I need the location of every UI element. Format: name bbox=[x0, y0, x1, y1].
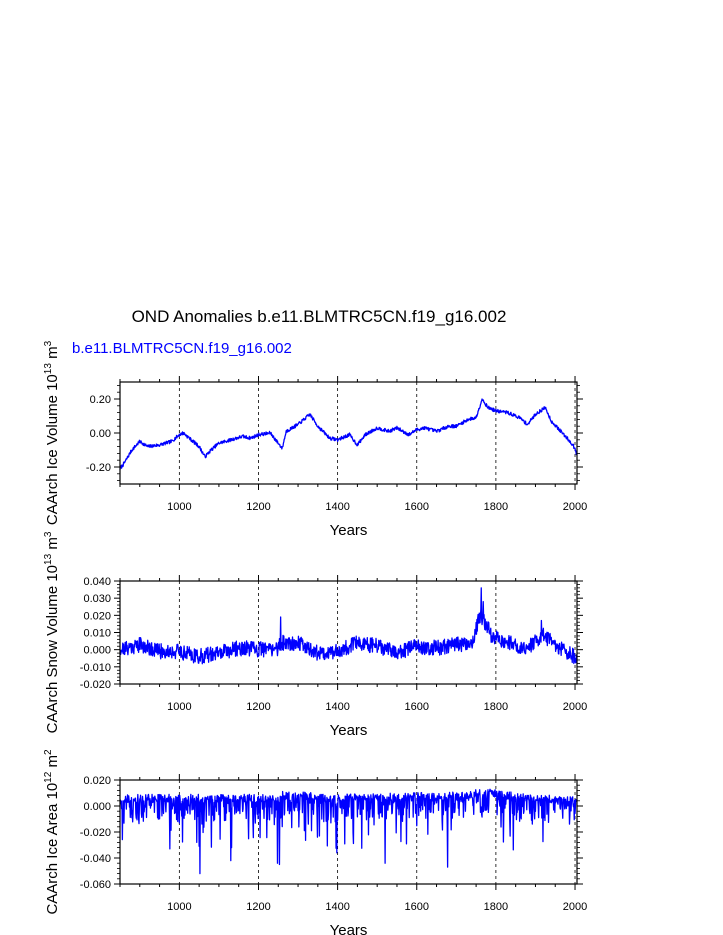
series-line bbox=[119, 398, 578, 470]
x-axis-label: Years bbox=[330, 522, 368, 539]
panel-ice-volume: 1000 1200 1400 1600 1800 2000 -0.20 0.00 0.20 Yea… bbox=[43, 340, 587, 539]
x-tick-label: 1800 bbox=[484, 901, 508, 913]
x-tick-label: 2000 bbox=[563, 901, 587, 913]
plot-frame bbox=[119, 580, 578, 685]
x-tick-label: 1200 bbox=[246, 501, 270, 513]
x-tick-label: 1000 bbox=[167, 501, 191, 513]
panel-ice-area: 1000 1200 1400 1600 1800 2000 -0.060 -0.040 -0.0… bbox=[43, 749, 587, 935]
series-subtitle: b.e11.BLMTRC5CN.f19_g16.002 bbox=[72, 340, 292, 357]
y-tick-label: 0.20 bbox=[90, 394, 111, 406]
y-tick-label: 0.000 bbox=[83, 645, 111, 657]
y-axis-label: CAArch Ice Volume 1013 m3 bbox=[43, 340, 61, 525]
y-tick-label: -0.020 bbox=[80, 827, 111, 839]
x-axis-label: Years bbox=[330, 722, 368, 739]
y-axis-label: CAArch Ice Area 1012 m2 bbox=[43, 749, 61, 915]
x-tick-label: 1800 bbox=[484, 501, 508, 513]
x-axis-label: Years bbox=[330, 922, 368, 935]
y-tick-label: -0.040 bbox=[80, 853, 111, 865]
x-tick-label: 1600 bbox=[405, 901, 429, 913]
panel-snow-volume: 1000 1200 1400 1600 1800 2000 -0.020 -0.010 0.00… bbox=[43, 531, 587, 739]
x-tick-label: 1600 bbox=[405, 501, 429, 513]
y-tick-label: -0.20 bbox=[86, 462, 111, 474]
y-tick-label: -0.010 bbox=[80, 662, 111, 674]
y-tick-label: 0.030 bbox=[83, 593, 111, 605]
x-tick-label: 2000 bbox=[563, 501, 587, 513]
x-tick-label: 2000 bbox=[563, 701, 587, 713]
y-tick-label: 0.020 bbox=[83, 610, 111, 622]
x-tick-label: 1000 bbox=[167, 901, 191, 913]
x-tick-label: 1400 bbox=[325, 901, 349, 913]
x-tick-label: 1200 bbox=[246, 901, 270, 913]
figure-title: OND Anomalies b.e11.BLMTRC5CN.f19_g16.00… bbox=[132, 307, 507, 326]
x-tick-label: 1400 bbox=[325, 501, 349, 513]
x-tick-label: 1600 bbox=[405, 701, 429, 713]
y-tick-label: 0.010 bbox=[83, 628, 111, 640]
series-line bbox=[119, 788, 578, 875]
y-tick-label: -0.020 bbox=[80, 679, 111, 691]
y-tick-label: -0.060 bbox=[80, 879, 111, 891]
x-tick-label: 1400 bbox=[325, 701, 349, 713]
x-tick-label: 1000 bbox=[167, 701, 191, 713]
x-tick-label: 1800 bbox=[484, 701, 508, 713]
y-tick-label: 0.000 bbox=[83, 801, 111, 813]
y-tick-label: 0.020 bbox=[83, 775, 111, 787]
y-axis-label: CAArch Snow Volume 1013 m3 bbox=[43, 531, 61, 733]
y-tick-label: 0.00 bbox=[90, 428, 111, 440]
series-line bbox=[119, 587, 578, 665]
y-tick-label: 0.040 bbox=[83, 576, 111, 588]
x-tick-label: 1200 bbox=[246, 701, 270, 713]
plot-frame bbox=[119, 381, 578, 485]
